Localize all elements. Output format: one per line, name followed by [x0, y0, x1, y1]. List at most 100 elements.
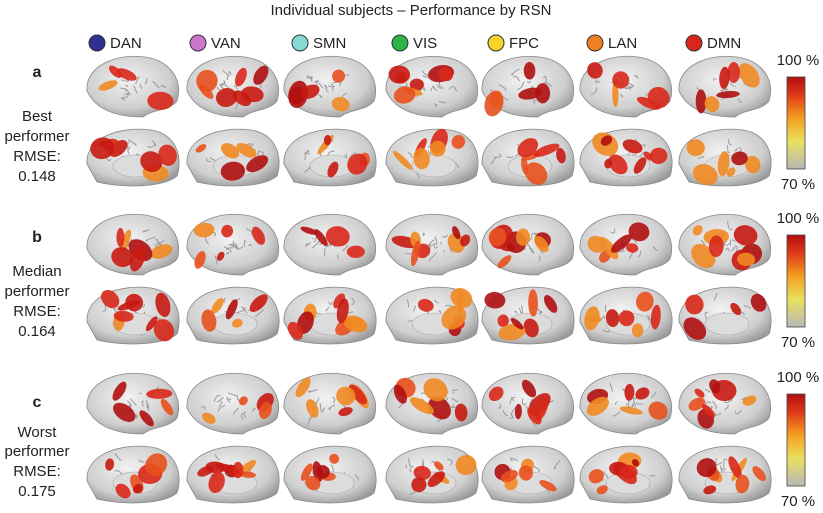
activation-blob — [348, 384, 367, 405]
colorbar — [786, 393, 806, 487]
sulcus — [713, 78, 717, 81]
activation-blob — [120, 229, 132, 252]
sulcus — [421, 70, 428, 77]
sulcus — [451, 389, 458, 392]
activation-blob — [417, 298, 434, 312]
colorbar-min-label: 70 % — [781, 493, 815, 510]
sulcus — [126, 400, 132, 408]
activation-blob — [329, 453, 340, 464]
brain-medial — [283, 128, 377, 187]
activation-blob — [239, 471, 256, 478]
sulcus — [705, 388, 712, 393]
sulcus — [737, 98, 743, 103]
sulcus — [602, 329, 610, 333]
activation-blob — [202, 412, 216, 424]
sulcus — [398, 82, 408, 88]
sulcus — [323, 247, 326, 257]
activation-blob — [500, 469, 518, 483]
activation-blob — [694, 388, 705, 398]
activation-blob — [459, 234, 471, 247]
colorbar-min-label: 70 % — [781, 334, 815, 351]
activation-blob — [523, 61, 536, 80]
activation-blob — [140, 151, 163, 173]
activation-blob — [518, 465, 533, 481]
sulcus — [342, 244, 349, 252]
activation-blob — [246, 155, 269, 173]
sulcus — [142, 303, 145, 308]
brain-medial — [481, 286, 575, 345]
sulcus — [313, 236, 317, 243]
activation-blob — [738, 63, 760, 88]
panel-letter: c — [33, 394, 42, 411]
content: DAN VAN SMN VIS FPC LAN DMN a Best performer RMSE:… — [4, 34, 820, 510]
brain-lateral — [86, 213, 180, 276]
sulcus — [711, 400, 717, 410]
activation-blob — [510, 318, 524, 330]
activation-blob — [523, 318, 539, 338]
activation-blob — [514, 403, 522, 420]
sulcus — [255, 309, 264, 317]
brain-medial — [385, 128, 479, 187]
sulcus — [714, 411, 722, 416]
sulcus — [433, 103, 438, 107]
activation-blob — [527, 407, 542, 425]
sulcus — [213, 394, 221, 402]
sulcus — [443, 250, 445, 253]
sulcus — [223, 297, 226, 303]
activation-blob — [388, 65, 411, 84]
brain-medial — [283, 286, 377, 345]
legend-label: VIS — [413, 35, 437, 52]
sulcus — [138, 459, 145, 463]
sulcus — [520, 304, 523, 314]
brain-lateral — [678, 55, 772, 118]
legend-label: LAN — [608, 35, 637, 52]
activation-blob — [703, 485, 717, 495]
sulcus — [251, 407, 256, 412]
activation-blob — [225, 299, 238, 320]
legend-label: DAN — [110, 35, 142, 52]
activation-blob — [521, 379, 537, 398]
sulcus — [227, 71, 232, 75]
activation-blob — [742, 395, 757, 406]
sulcus — [438, 100, 447, 104]
activation-blob — [338, 407, 353, 417]
sulcus — [428, 252, 438, 262]
sulcus — [509, 413, 514, 419]
panel-label: Worst — [18, 424, 58, 441]
activation-blob — [153, 319, 175, 342]
brain-outline — [481, 55, 575, 118]
activation-blob — [524, 162, 548, 185]
sulcus — [652, 246, 658, 252]
activation-blob — [619, 406, 643, 415]
sulcus — [528, 246, 535, 254]
activation-blob — [731, 151, 748, 166]
sulcus — [102, 303, 107, 313]
panel-letter: a — [33, 64, 42, 81]
brain-medial — [186, 445, 280, 504]
sulcus — [590, 87, 598, 96]
activation-blob — [488, 227, 507, 247]
colorbar-max-label: 100 % — [777, 210, 820, 227]
activation-blob — [704, 96, 720, 112]
sulcus — [731, 245, 737, 252]
sulcus — [325, 87, 329, 93]
activation-blob — [411, 477, 427, 493]
activation-blob — [201, 309, 217, 332]
sulcus — [328, 301, 333, 305]
activation-blob — [730, 302, 742, 316]
sulcus — [434, 299, 440, 304]
sulcus — [349, 151, 357, 159]
sulcus — [595, 79, 601, 83]
activation-blob — [98, 80, 118, 91]
brain-medial — [678, 286, 772, 345]
activation-blob — [235, 67, 247, 87]
sulcus — [516, 81, 525, 90]
sulcus — [632, 397, 637, 408]
sulcus — [243, 239, 246, 247]
brain-medial — [385, 286, 479, 345]
sulcus — [225, 251, 230, 255]
brain-lateral — [385, 213, 479, 276]
brain-lateral — [283, 372, 377, 435]
sulcus — [304, 152, 311, 160]
